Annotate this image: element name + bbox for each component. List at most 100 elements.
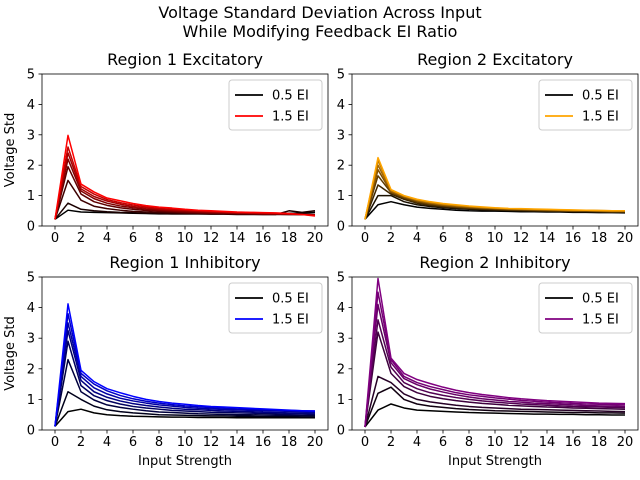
- legend-box: [228, 282, 323, 334]
- y-tick-label: 1: [27, 189, 35, 204]
- x-tick-label: 2: [387, 435, 395, 450]
- series-group: [364, 277, 626, 428]
- figure-title-line-2: While Modifying Feedback EI Ratio: [182, 22, 458, 41]
- x-tick-label: 6: [129, 231, 137, 246]
- legend-label-2: 1.5 EI: [582, 110, 619, 125]
- panel-title: Region 1 Excitatory: [107, 50, 263, 69]
- x-tick-label: 20: [307, 231, 324, 246]
- series-line-7: [364, 291, 626, 428]
- x-axis-label: Input Strength: [448, 454, 542, 469]
- x-tick-label: 8: [155, 231, 163, 246]
- x-tick-label: 18: [281, 435, 298, 450]
- x-axis-label: Input Strength: [138, 454, 232, 469]
- y-tick-label: 3: [27, 128, 35, 143]
- x-tick-label: 2: [77, 231, 85, 246]
- series-line-8: [364, 156, 625, 220]
- y-tick-label: 4: [27, 98, 35, 113]
- y-tick-label: 1: [27, 393, 35, 408]
- panel-title: Region 2 Inhibitory: [419, 253, 570, 272]
- legend-label-1: 0.5 EI: [582, 292, 619, 307]
- legend-label-1: 0.5 EI: [272, 89, 309, 104]
- x-tick-label: 12: [513, 435, 530, 450]
- y-tick-label: 0: [27, 424, 35, 439]
- series-line-6: [364, 303, 626, 428]
- x-tick-label: 18: [281, 231, 298, 246]
- x-tick-label: 0: [361, 435, 369, 450]
- x-tick-label: 0: [361, 231, 369, 246]
- x-tick-label: 14: [539, 435, 556, 450]
- x-tick-label: 10: [177, 231, 194, 246]
- series-line-6: [54, 322, 316, 427]
- series-line-4: [54, 340, 316, 427]
- x-tick-label: 10: [487, 435, 504, 450]
- y-tick-label: 1: [337, 393, 345, 408]
- y-axis-label: Voltage Std: [3, 316, 18, 391]
- y-tick-label: 3: [337, 128, 345, 143]
- series-group: [364, 156, 626, 220]
- x-tick-label: 8: [465, 435, 473, 450]
- series-group: [54, 134, 316, 220]
- legend: 0.5 EI 1.5 EI: [538, 282, 633, 334]
- y-tick-label: 0: [27, 220, 35, 235]
- y-tick-label: 3: [337, 332, 345, 347]
- y-tick-label: 1: [337, 189, 345, 204]
- x-tick-label: 10: [177, 435, 194, 450]
- series-line-8: [364, 277, 626, 428]
- y-tick-label: 2: [337, 159, 345, 174]
- x-tick-label: 16: [565, 435, 582, 450]
- series-line-2: [54, 391, 315, 427]
- x-tick-label: 0: [51, 231, 59, 246]
- x-tick-label: 20: [617, 231, 634, 246]
- x-tick-label: 14: [229, 231, 246, 246]
- y-tick-label: 5: [27, 271, 35, 286]
- x-tick-label: 20: [307, 435, 324, 450]
- y-tick-label: 2: [27, 362, 35, 377]
- legend: 0.5 EI 1.5 EI: [228, 282, 323, 334]
- legend-box: [538, 79, 633, 131]
- x-tick-label: 6: [129, 435, 137, 450]
- legend-label-1: 0.5 EI: [272, 292, 309, 307]
- y-tick-label: 5: [337, 68, 345, 83]
- y-axis-label: Voltage Std: [3, 113, 18, 188]
- x-tick-label: 4: [103, 435, 111, 450]
- x-tick-label: 16: [565, 231, 582, 246]
- legend-label-1: 0.5 EI: [582, 89, 619, 104]
- y-tick-label: 0: [337, 424, 345, 439]
- x-tick-label: 12: [203, 435, 220, 450]
- x-tick-label: 18: [591, 231, 608, 246]
- x-tick-label: 2: [387, 231, 395, 246]
- y-tick-label: 2: [27, 159, 35, 174]
- y-tick-label: 4: [337, 98, 345, 113]
- series-line-7: [54, 146, 316, 220]
- x-tick-label: 4: [103, 231, 111, 246]
- x-tick-label: 4: [413, 435, 421, 450]
- legend: 0.5 EI 1.5 EI: [538, 79, 633, 131]
- x-tick-label: 2: [77, 435, 85, 450]
- x-tick-label: 6: [439, 231, 447, 246]
- x-tick-label: 16: [255, 231, 272, 246]
- y-tick-label: 5: [337, 271, 345, 286]
- series-line-2: [364, 386, 626, 428]
- series-group: [54, 303, 316, 427]
- x-tick-label: 12: [513, 231, 530, 246]
- x-tick-label: 14: [229, 435, 246, 450]
- series-line-1: [54, 408, 315, 427]
- series-line-1: [364, 403, 625, 428]
- x-tick-label: 20: [617, 435, 634, 450]
- x-tick-label: 16: [255, 435, 272, 450]
- x-tick-label: 12: [203, 231, 220, 246]
- legend-box: [538, 282, 633, 334]
- x-tick-label: 10: [487, 231, 504, 246]
- x-tick-label: 8: [465, 231, 473, 246]
- y-tick-label: 2: [337, 362, 345, 377]
- series-line-5: [54, 329, 316, 427]
- panel-title: Region 2 Excitatory: [417, 50, 573, 69]
- x-tick-label: 4: [413, 231, 421, 246]
- series-line-8: [54, 303, 316, 427]
- x-tick-label: 0: [51, 435, 59, 450]
